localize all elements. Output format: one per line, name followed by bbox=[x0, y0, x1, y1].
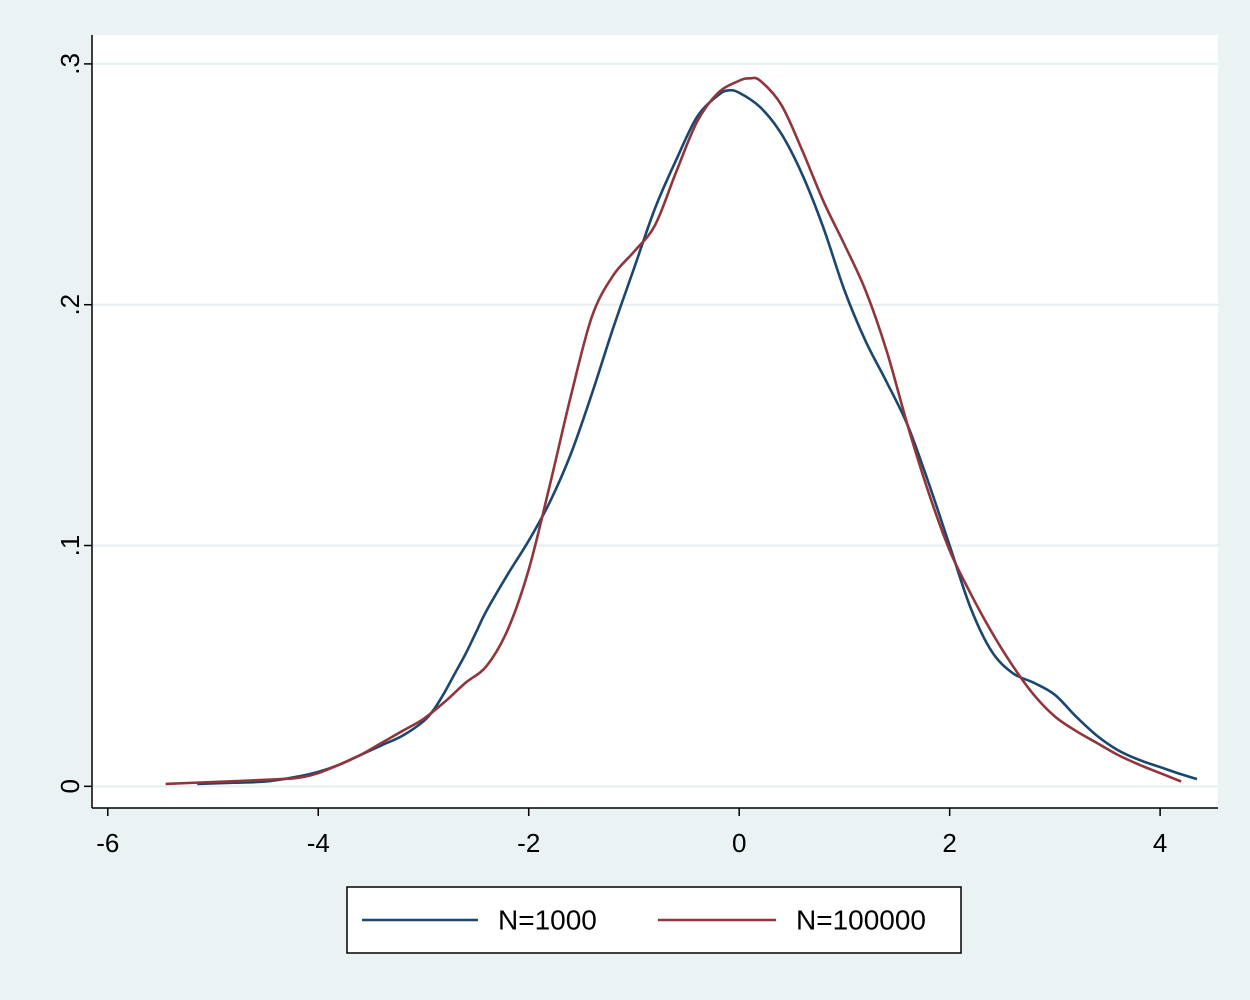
x-tick-label: 4 bbox=[1153, 828, 1167, 858]
grid-lines bbox=[92, 62, 1218, 788]
legend-label-0: N=1000 bbox=[498, 905, 597, 936]
plot-area bbox=[92, 35, 1218, 808]
x-tick-label: 2 bbox=[942, 828, 956, 858]
axes: 0 .1 .2 .3 -6 -4 -2 0 2 4 bbox=[55, 35, 1218, 858]
x-tick-label: -2 bbox=[517, 828, 540, 858]
x-tick-label: -6 bbox=[96, 828, 119, 858]
legend-label-1: N=100000 bbox=[796, 905, 926, 936]
legend: N=1000 N=100000 bbox=[346, 886, 962, 954]
x-tick-label: 0 bbox=[732, 828, 746, 858]
y-tick-label: 0 bbox=[55, 779, 85, 793]
series-line-0 bbox=[197, 88, 1198, 786]
y-tick-label: .2 bbox=[55, 294, 85, 316]
y-tick-label: .3 bbox=[55, 53, 85, 75]
y-tick-label: .1 bbox=[55, 535, 85, 557]
series-lines bbox=[165, 76, 1198, 786]
series-line-1 bbox=[165, 76, 1182, 786]
x-tick-label: -4 bbox=[307, 828, 330, 858]
